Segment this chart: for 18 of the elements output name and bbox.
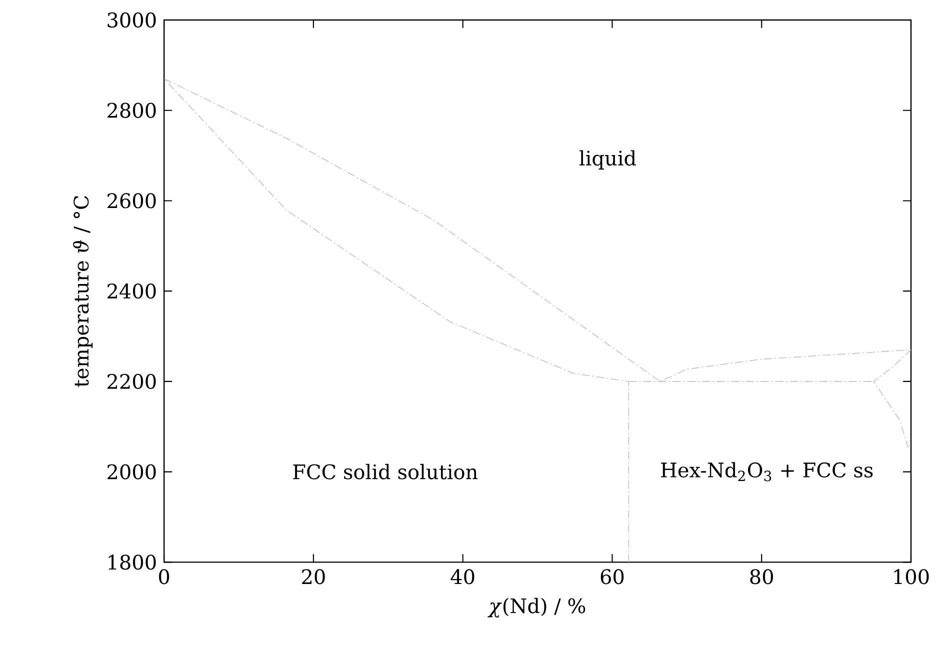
y-axis-title: temperature ϑ / °C [73, 196, 93, 387]
x-tick-label: 80 [750, 569, 773, 584]
annotation: liquid [579, 150, 636, 170]
x-tick-label: 100 [894, 569, 929, 584]
y-tick-label: 2200 [108, 374, 156, 389]
x-tick-label: 20 [302, 569, 325, 584]
y-tick-label: 1800 [108, 554, 156, 570]
y-tick-label: 3000 [108, 12, 156, 28]
x-tick-label: 0 [159, 569, 170, 584]
y-tick-label: 2000 [108, 464, 156, 480]
annotation: Hex-Nd$_{2}$O$_{3}$ + FCC ss [661, 462, 873, 482]
x-tick-label: 60 [600, 569, 624, 584]
y-tick-label: 2400 [108, 283, 156, 299]
x-tick-label: 40 [450, 569, 474, 584]
y-tick-label: 2800 [108, 102, 156, 118]
annotation: FCC solid solution [293, 464, 478, 480]
x-axis-title: χ(Nd) / % [488, 598, 586, 618]
y-tick-label: 2600 [108, 193, 156, 208]
